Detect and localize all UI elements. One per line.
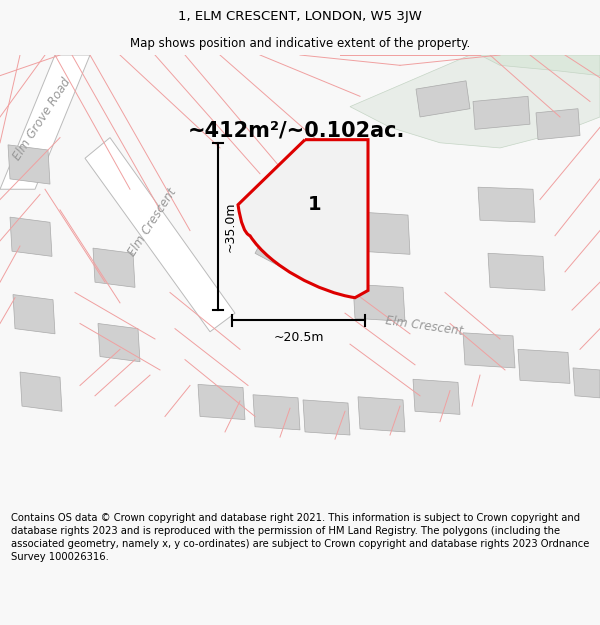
Text: ~35.0m: ~35.0m (224, 201, 237, 252)
Polygon shape (413, 379, 460, 414)
Text: Contains OS data © Crown copyright and database right 2021. This information is : Contains OS data © Crown copyright and d… (11, 513, 589, 562)
Polygon shape (416, 81, 470, 117)
Polygon shape (353, 284, 405, 321)
Text: Elm Crescent: Elm Crescent (125, 186, 179, 259)
Polygon shape (85, 138, 235, 332)
Polygon shape (98, 324, 140, 362)
Text: 1: 1 (308, 195, 322, 214)
Polygon shape (478, 187, 535, 222)
Polygon shape (488, 253, 545, 291)
Polygon shape (480, 55, 600, 76)
Polygon shape (536, 109, 580, 139)
Polygon shape (93, 248, 135, 288)
Text: Map shows position and indicative extent of the property.: Map shows position and indicative extent… (130, 38, 470, 51)
Polygon shape (573, 368, 600, 398)
Polygon shape (198, 384, 245, 419)
PathPatch shape (238, 139, 368, 298)
Polygon shape (358, 212, 410, 254)
Polygon shape (303, 400, 350, 435)
Polygon shape (253, 395, 300, 430)
Polygon shape (358, 397, 405, 432)
Polygon shape (20, 372, 62, 411)
Text: ~20.5m: ~20.5m (273, 331, 324, 344)
Text: Elm Grove Road: Elm Grove Road (11, 76, 73, 162)
Polygon shape (463, 332, 515, 368)
Text: ~412m²/~0.102ac.: ~412m²/~0.102ac. (188, 121, 406, 141)
Text: Elm Crescent: Elm Crescent (385, 314, 464, 338)
Polygon shape (0, 55, 90, 189)
Polygon shape (350, 55, 600, 148)
Polygon shape (13, 294, 55, 334)
Text: 1, ELM CRESCENT, LONDON, W5 3JW: 1, ELM CRESCENT, LONDON, W5 3JW (178, 10, 422, 23)
Polygon shape (10, 217, 52, 256)
Polygon shape (473, 96, 530, 129)
Polygon shape (255, 220, 308, 272)
Polygon shape (518, 349, 570, 383)
Polygon shape (8, 145, 50, 184)
